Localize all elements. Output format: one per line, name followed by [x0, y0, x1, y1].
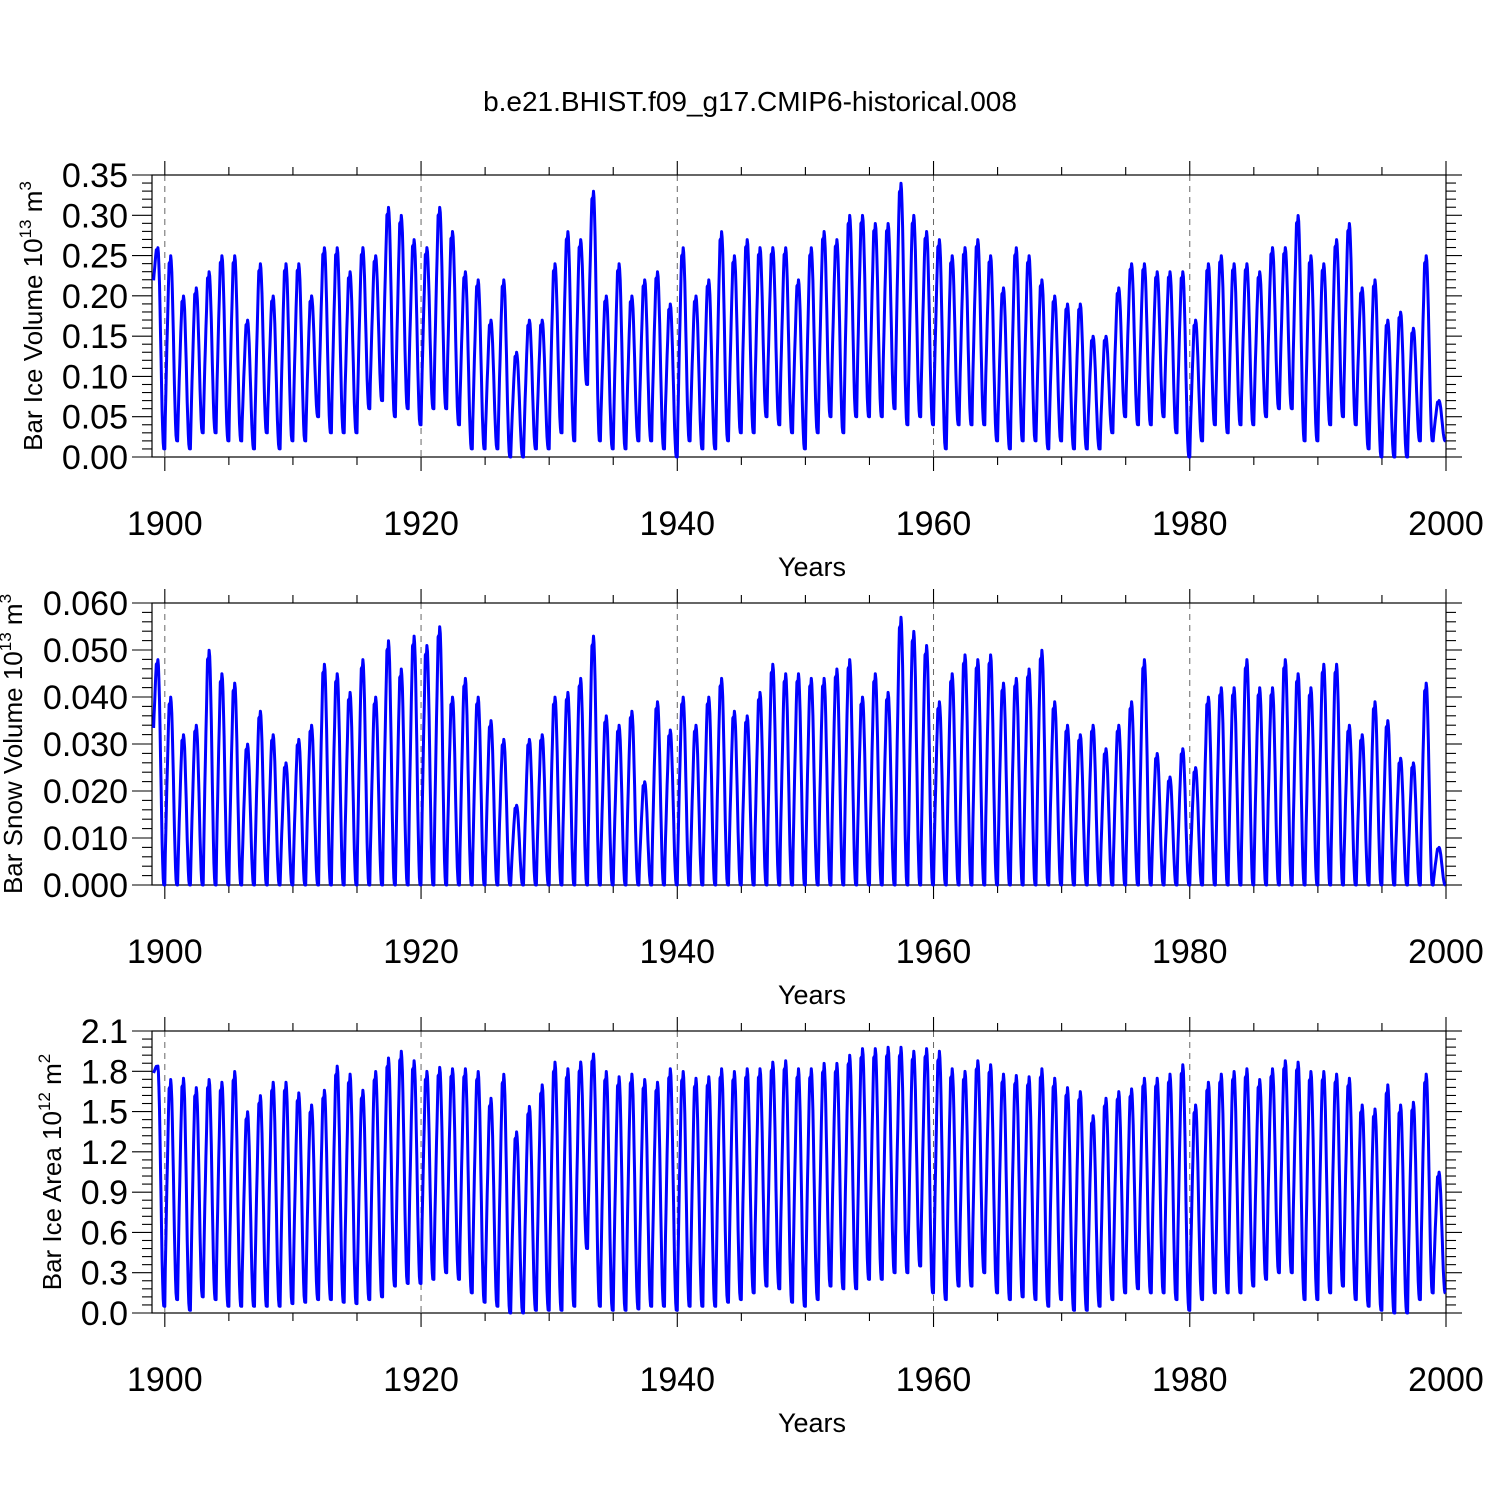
ice-volume-y-tick-label: 0.05 — [62, 399, 128, 437]
snow-volume-y-axis-label-exponent: 13 — [0, 632, 15, 651]
ice-volume-x-tick-label: 1980 — [1152, 505, 1228, 543]
ice-area-y-tick-label: 1.5 — [81, 1094, 128, 1132]
ice-area-y-axis-label-exponent: 12 — [35, 1092, 54, 1111]
ice-area-y-tick-label: 2.1 — [81, 1013, 128, 1051]
ice-area-y-tick-label: 0.0 — [81, 1295, 128, 1333]
ice-volume-y-axis-label-unit-exponent: 3 — [16, 181, 35, 190]
ice-volume-series-line — [152, 181, 1447, 459]
ice-volume-y-tick-label: 0.15 — [62, 318, 128, 356]
ice-area-x-tick-label: 1920 — [383, 1361, 459, 1399]
ice-area-x-tick-label: 1900 — [127, 1361, 203, 1399]
ice-area-x-axis-label: Years — [778, 1408, 846, 1438]
ice-volume-y-tick-label: 0.10 — [62, 358, 128, 396]
snow-volume-y-tick-label: 0.040 — [43, 679, 128, 717]
snow-volume-panel: 1900 1920 1940 1960 1980 2000 0.000 0.010 0.020 0… — [0, 585, 1484, 1010]
ice-area-series-line — [152, 1045, 1447, 1315]
ice-area-y-axis-label: Bar Ice Area 1012 m2 — [35, 1054, 67, 1291]
ice-area-y-tick-label: 0.9 — [81, 1174, 128, 1212]
ice-area-x-tick-label: 2000 — [1408, 1361, 1484, 1399]
snow-volume-x-tick-label: 1960 — [896, 933, 972, 971]
ice-area-y-axis-label-prefix: Bar Ice Area 10 — [37, 1111, 67, 1290]
ice-area-panel: 1900 1920 1940 1960 1980 20000.00.30.60.91.21… — [35, 1013, 1484, 1438]
snow-volume-y-axis-label-prefix: Bar Snow Volume 10 — [0, 651, 28, 894]
ice-area-y-tick-label: 1.8 — [81, 1053, 128, 1091]
ice-volume-y-axis-label: Bar Ice Volume 1013 m3 — [16, 181, 48, 451]
ice-area-y-tick-label: 0.6 — [81, 1214, 128, 1252]
snow-volume-y-tick-label: 0.000 — [43, 867, 128, 905]
snow-volume-y-tick-label: 0.010 — [43, 820, 128, 858]
snow-volume-y-tick-label: 0.050 — [43, 632, 128, 670]
ice-volume-x-tick-label: 2000 — [1408, 505, 1484, 543]
ice-area-x-tick-label: 1980 — [1152, 1361, 1228, 1399]
ice-area-x-tick-label: 1960 — [896, 1361, 972, 1399]
ice-volume-y-axis-label-unit: m — [18, 191, 48, 220]
ice-volume-y-tick-label: 0.25 — [62, 238, 128, 276]
snow-volume-series-line — [152, 615, 1447, 887]
ice-volume-y-axis-label-exponent: 13 — [16, 219, 35, 238]
ice-volume-y-axis-label-prefix: Bar Ice Volume 10 — [18, 238, 48, 450]
ice-volume-x-tick-label: 1960 — [896, 505, 972, 543]
ice-area-y-tick-label: 0.3 — [81, 1255, 128, 1293]
ice-area-y-axis-label-unit: m — [37, 1063, 67, 1092]
snow-volume-x-axis-label: Years — [778, 980, 846, 1010]
snow-volume-x-tick-label: 1980 — [1152, 933, 1228, 971]
ice-volume-x-tick-label: 1920 — [383, 505, 459, 543]
snow-volume-x-tick-label: 1920 — [383, 933, 459, 971]
ice-volume-x-axis-label: Years — [778, 552, 846, 582]
ice-volume-y-tick-label: 0.00 — [62, 439, 128, 477]
snow-volume-x-tick-label: 1940 — [639, 933, 715, 971]
ice-volume-x-tick-label: 1900 — [127, 505, 203, 543]
ice-volume-plot-frame — [151, 174, 1447, 458]
ice-area-x-tick-label: 1940 — [639, 1361, 715, 1399]
snow-volume-y-tick-label: 0.060 — [43, 585, 128, 623]
figure-title: b.e21.BHIST.f09_g17.CMIP6-historical.008 — [483, 86, 1017, 117]
ice-area-y-axis-label-unit-exponent: 2 — [35, 1054, 54, 1063]
ice-volume-x-tick-label: 1940 — [639, 505, 715, 543]
ice-area-y-tick-label: 1.2 — [81, 1134, 128, 1172]
ice-volume-y-tick-label: 0.20 — [62, 278, 128, 316]
snow-volume-y-tick-label: 0.020 — [43, 773, 128, 811]
snow-volume-x-tick-label: 1900 — [127, 933, 203, 971]
snow-volume-x-tick-label: 2000 — [1408, 933, 1484, 971]
snow-volume-y-tick-label: 0.030 — [43, 726, 128, 764]
ice-volume-y-tick-label: 0.35 — [62, 157, 128, 195]
snow-volume-y-axis-label-unit: m — [0, 603, 28, 632]
ice-volume-panel: 1900 1920 1940 1960 1980 2000 0.000.050.100.15… — [16, 157, 1484, 582]
snow-volume-y-axis-label-unit-exponent: 3 — [0, 594, 15, 603]
snow-volume-y-axis-label: Bar Snow Volume 1013 m3 — [0, 594, 28, 894]
ice-volume-y-tick-label: 0.30 — [62, 197, 128, 235]
ice-area-plot-frame — [151, 1030, 1447, 1314]
